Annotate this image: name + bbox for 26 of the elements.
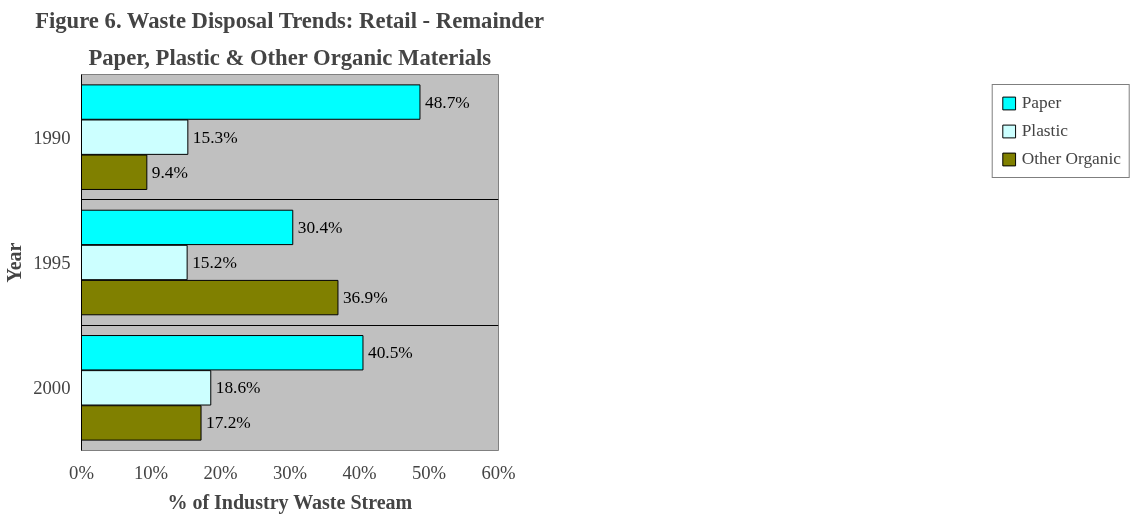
x-tick-label: 20% (203, 461, 238, 483)
x-tick-label: 50% (411, 461, 447, 483)
x-tick-label: 60% (481, 461, 516, 483)
legend-label: Plastic (1021, 121, 1068, 141)
data-label: 18.6% (215, 378, 261, 398)
data-label: 15.3% (192, 127, 238, 147)
legend-label: Other Organic (1021, 149, 1121, 169)
data-label: 40.5% (367, 343, 413, 363)
data-label: 17.2% (206, 413, 251, 433)
x-axis-title: % of Industry Waste Stream (167, 490, 413, 514)
chart-subtitle: Paper, Plastic & Other Organic Materials (88, 44, 492, 70)
chart-title: Figure 6. Waste Disposal Trends: Retail - Remainder (35, 7, 545, 33)
legend-label: Paper (1021, 93, 1062, 113)
data-label: 36.9% (342, 288, 388, 308)
x-tick-label: 10% (133, 461, 169, 483)
y-tick-label: 1995 (33, 252, 71, 273)
data-label: 48.7% (424, 92, 470, 112)
y-axis-title: Year (3, 242, 26, 283)
x-tick-label: 0% (69, 461, 94, 483)
data-label: 9.4% (151, 162, 188, 182)
x-tick-label: 30% (272, 461, 308, 483)
y-tick-label: 2000 (33, 377, 71, 399)
x-tick-label: 40% (342, 461, 377, 483)
data-label: 15.2% (192, 253, 237, 272)
data-label: 30.4% (297, 217, 343, 237)
y-tick-label: 1990 (33, 126, 71, 148)
